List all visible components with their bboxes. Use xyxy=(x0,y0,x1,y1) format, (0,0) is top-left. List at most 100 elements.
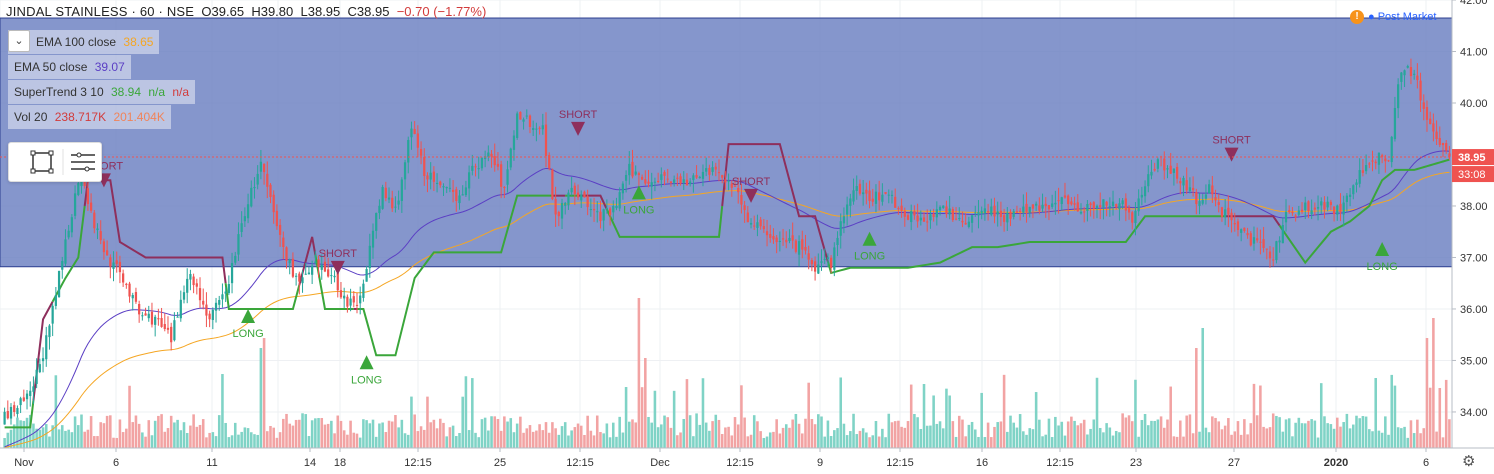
volume-bar xyxy=(929,425,932,448)
volume-bar xyxy=(128,385,131,448)
volume-bar xyxy=(1079,423,1083,448)
candle-body xyxy=(509,148,512,168)
volume-bar xyxy=(333,433,336,448)
indicator-ema50[interactable]: EMA 50 close 39.07 xyxy=(8,55,131,79)
volume-bar xyxy=(781,427,785,448)
volume-bar xyxy=(410,396,413,448)
volume-bar xyxy=(134,415,138,448)
candle-body xyxy=(570,187,573,193)
volume-bar xyxy=(442,422,445,448)
volume-bar xyxy=(1441,437,1445,448)
volume-bar xyxy=(660,424,663,448)
candle-body xyxy=(256,173,259,185)
candle-body xyxy=(403,162,407,180)
candle-body xyxy=(762,226,765,230)
short-signal-label: SHORT xyxy=(319,248,358,260)
candle-body xyxy=(394,206,397,208)
candle-body xyxy=(1150,171,1153,176)
volume-bar xyxy=(1262,426,1265,448)
volume-bar xyxy=(22,420,26,448)
candle-body xyxy=(781,238,785,240)
volume-bar xyxy=(102,423,106,448)
volume-bar xyxy=(602,433,605,448)
candle-body xyxy=(205,304,208,316)
candle-body xyxy=(445,186,448,189)
candle-body xyxy=(202,300,205,305)
candle-body xyxy=(653,181,657,183)
volume-bar xyxy=(599,432,602,448)
candle-body xyxy=(503,187,506,189)
volume-bar xyxy=(656,427,660,448)
volume-bar xyxy=(884,437,887,448)
candle-body xyxy=(461,194,464,196)
candle-body xyxy=(612,205,615,213)
volume-bar xyxy=(1159,416,1163,448)
volume-bar xyxy=(371,419,375,448)
volume-bar xyxy=(752,415,756,448)
candle-body xyxy=(435,182,439,184)
warning-icon[interactable]: ! xyxy=(1350,10,1364,24)
volume-bar xyxy=(1105,423,1108,448)
volume-bar xyxy=(317,418,320,448)
candle-body xyxy=(794,240,797,252)
candle-body xyxy=(93,212,96,229)
candle-body xyxy=(967,221,970,227)
volume-bar xyxy=(269,425,272,448)
candle-body xyxy=(522,119,525,122)
price-axis-bg xyxy=(1452,0,1494,474)
volume-bar xyxy=(368,423,372,448)
low-value: 38.95 xyxy=(307,4,341,19)
time-tick-label: 16 xyxy=(976,457,988,469)
candle-body xyxy=(849,198,852,206)
candle-body xyxy=(1195,192,1198,205)
volume-bar xyxy=(666,417,670,448)
menu-lines-icon[interactable] xyxy=(71,152,95,172)
volume-bar xyxy=(1169,386,1172,448)
supertrend-line xyxy=(83,179,227,284)
candle-body xyxy=(423,156,426,176)
volume-bar xyxy=(448,427,452,448)
indicator-volume[interactable]: Vol 20 238.717K 201.404K xyxy=(8,105,171,129)
rectangle-icon[interactable] xyxy=(30,150,54,174)
candle-body xyxy=(977,212,980,216)
indicator-supertrend[interactable]: SuperTrend 3 10 38.94 n/a n/a xyxy=(8,80,196,104)
candle-body xyxy=(1025,203,1028,213)
candle-body xyxy=(1105,201,1108,206)
volume-bar xyxy=(765,436,769,448)
volume-bar xyxy=(115,437,119,448)
volume-bar xyxy=(951,421,955,448)
volume-bar xyxy=(301,413,304,448)
candle-body xyxy=(384,187,387,199)
candle-body xyxy=(1294,215,1297,218)
candle-body xyxy=(381,186,384,209)
volume-bar xyxy=(1249,423,1253,448)
symbol-name[interactable]: JINDAL STAINLESS · 60 · NSE xyxy=(6,4,195,19)
candle-body xyxy=(1252,237,1256,244)
volume-bar xyxy=(1316,437,1320,448)
volume-bar xyxy=(192,414,195,448)
volume-bar xyxy=(259,348,263,448)
volume-bar xyxy=(804,418,807,448)
open-value: 39.65 xyxy=(211,4,245,19)
candle-body xyxy=(900,205,903,211)
volume-bar xyxy=(1313,420,1317,448)
candle-body xyxy=(317,259,320,267)
volume-bar xyxy=(1342,422,1345,448)
time-tick-label: 18 xyxy=(334,457,346,469)
candle-body xyxy=(1413,73,1416,75)
candle-body xyxy=(634,171,637,175)
candle-body xyxy=(291,258,295,277)
volume-bar xyxy=(73,416,77,448)
long-signal-label: LONG xyxy=(623,204,654,216)
volume-bar xyxy=(83,431,86,448)
indicator-ema100[interactable]: EMA 100 close 38.65 xyxy=(8,30,160,54)
chevron-down-icon[interactable]: ⌄ xyxy=(8,30,30,52)
volume-bar xyxy=(419,426,423,448)
volume-bar xyxy=(592,435,596,448)
post-market-status[interactable]: ● Post Market xyxy=(1368,11,1437,23)
volume-bar xyxy=(355,433,359,448)
gear-icon[interactable]: ⚙ xyxy=(1462,453,1476,470)
candle-body xyxy=(48,325,51,338)
volume-bar xyxy=(538,424,541,448)
